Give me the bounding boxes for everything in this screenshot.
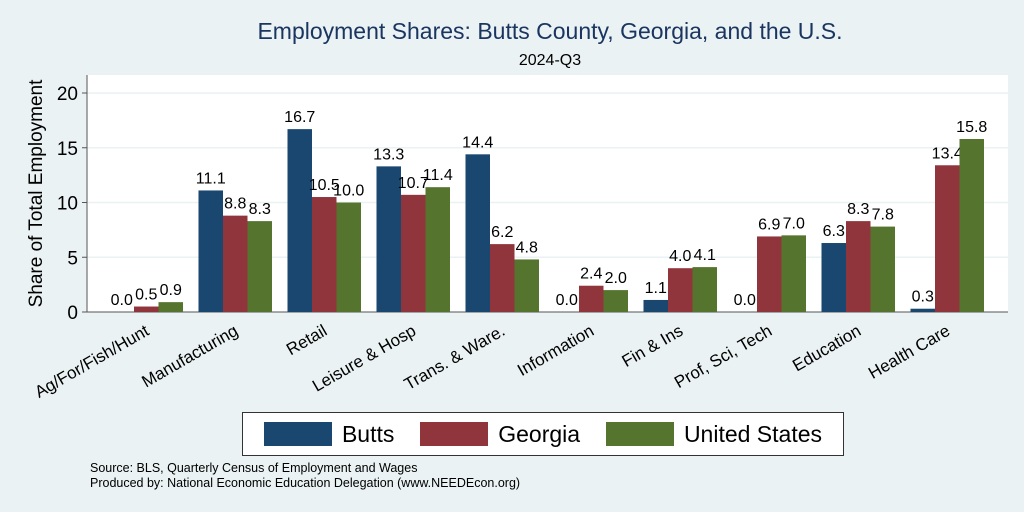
legend-label: United States: [683, 420, 823, 447]
data-label: 10.5: [309, 177, 340, 194]
y-tick-label: 0: [67, 303, 78, 324]
bar: [490, 244, 515, 312]
data-label: 0.9: [160, 282, 182, 299]
legend-item: Butts: [263, 420, 395, 448]
data-label: 10.0: [333, 183, 364, 200]
x-tick-label: Ag/For/Fish/Hunt: [31, 321, 152, 402]
data-label: 10.7: [398, 175, 429, 192]
data-label: 6.9: [758, 216, 780, 233]
data-label: 2.4: [580, 266, 602, 283]
x-tick-label: Health Care: [865, 321, 953, 383]
source-notes: Source: BLS, Quarterly Census of Employm…: [90, 461, 520, 491]
x-tick-label: Trans. & Ware.: [401, 321, 508, 394]
bar: [643, 299, 668, 312]
bar: [158, 302, 183, 312]
x-tick-label: Information: [514, 321, 597, 380]
bar: [781, 235, 806, 312]
data-label: 13.4: [932, 145, 963, 162]
data-label: 0.0: [556, 292, 578, 309]
y-tick-label: 5: [67, 248, 78, 269]
bar: [465, 154, 490, 312]
bar: [247, 221, 272, 312]
bar: [336, 202, 361, 312]
data-label: 0.3: [912, 289, 934, 306]
bar: [312, 197, 337, 312]
data-label: 7.8: [872, 207, 894, 224]
legend-swatch: [605, 422, 674, 446]
legend: Butts Georgia United States: [242, 412, 844, 456]
bar: [425, 187, 450, 312]
data-label: 4.1: [694, 247, 716, 264]
chart-subtitle: 2024-Q3: [518, 52, 582, 69]
bar: [959, 138, 984, 312]
data-label: 6.2: [491, 224, 513, 241]
bar: [287, 129, 312, 312]
bar: [198, 190, 223, 312]
legend-swatch: [420, 422, 489, 446]
source-text: Source: BLS, Quarterly Census of Employm…: [90, 461, 418, 475]
legend-label: Butts: [341, 420, 395, 447]
legend-label: Georgia: [498, 420, 581, 447]
bar: [514, 259, 539, 312]
bar: [668, 268, 693, 312]
data-label: 0.0: [111, 292, 133, 309]
data-label: 11.1: [196, 170, 226, 187]
bar: [757, 236, 782, 312]
data-label: 7.0: [783, 215, 805, 232]
data-label: 16.7: [284, 109, 315, 126]
legend-swatch: [263, 422, 332, 446]
data-label: 8.3: [847, 201, 869, 218]
legend-item: United States: [605, 420, 823, 448]
data-label: 8.3: [249, 201, 271, 218]
data-label: 0.0: [734, 292, 756, 309]
data-label: 6.3: [823, 223, 845, 240]
data-label: 15.8: [956, 119, 987, 136]
x-tick-label: Prof, Sci, Tech: [671, 321, 775, 392]
data-label: 14.4: [462, 134, 493, 151]
data-label: 0.5: [135, 287, 157, 304]
legend-item: Georgia: [420, 421, 580, 448]
bar: [603, 290, 628, 312]
data-label: 8.8: [224, 196, 246, 213]
x-tick-label: Manufacturing: [138, 321, 241, 391]
bar: [579, 285, 604, 312]
data-label: 4.0: [669, 248, 691, 265]
bar: [910, 308, 935, 312]
data-label: 1.1: [645, 280, 667, 297]
bar: [692, 267, 717, 312]
y-tick-label: 15: [57, 139, 78, 160]
bar: [401, 194, 426, 312]
bar: [935, 165, 960, 312]
x-tick-label: Education: [789, 321, 864, 375]
bar: [134, 306, 159, 312]
produced-by-text: Produced by: National Economic Education…: [90, 476, 521, 490]
x-tick-label: Fin & Ins: [619, 321, 687, 371]
data-label: 2.0: [605, 270, 627, 287]
x-tick-label: Retail: [283, 321, 330, 359]
bar: [846, 221, 871, 312]
y-tick-label: 20: [57, 84, 78, 105]
y-tick-label: 10: [57, 194, 78, 215]
bar: [376, 166, 401, 312]
data-label: 11.4: [423, 167, 453, 184]
bar: [821, 243, 846, 312]
data-label: 4.8: [516, 239, 538, 256]
y-axis-label: Share of Total Employment: [26, 79, 47, 307]
chart-title: Employment Shares: Butts County, Georgia…: [257, 18, 843, 44]
bar: [870, 226, 895, 312]
data-label: 13.3: [373, 146, 404, 163]
bar: [223, 215, 248, 312]
